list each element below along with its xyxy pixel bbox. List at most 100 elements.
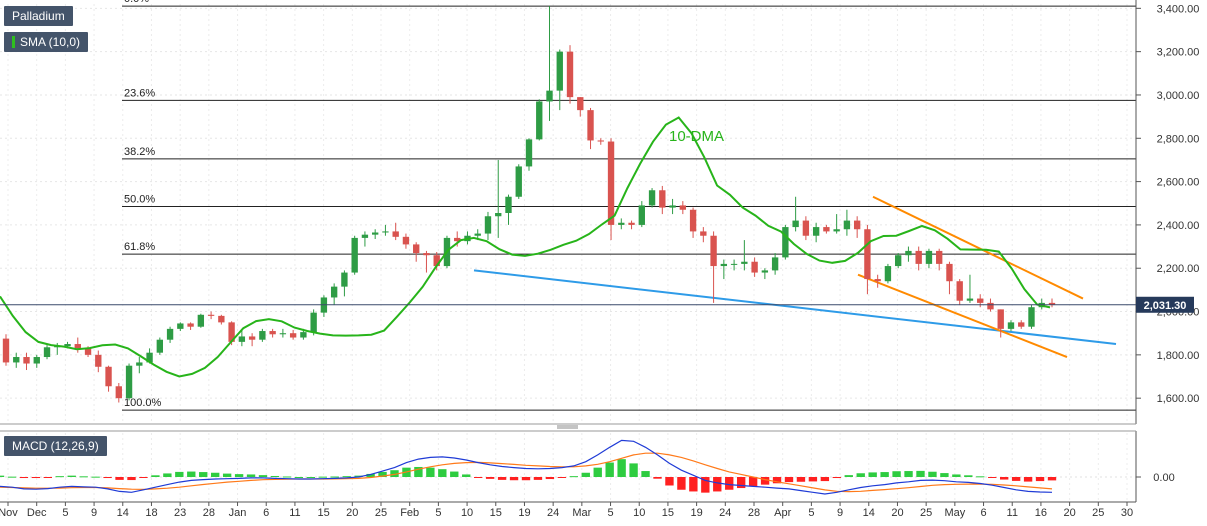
candle-body[interactable] [115, 386, 122, 399]
candle-body[interactable] [423, 253, 430, 256]
macd-histogram-bar[interactable] [820, 477, 830, 482]
candle-body[interactable] [177, 323, 184, 329]
macd-histogram-bar[interactable] [940, 473, 949, 477]
macd-histogram-bar[interactable] [521, 477, 531, 481]
macd-histogram-bar[interactable] [438, 469, 447, 477]
candle-body[interactable] [392, 231, 399, 237]
candle-body[interactable] [505, 196, 512, 213]
macd-histogram-bar[interactable] [760, 477, 770, 485]
macd-histogram-bar[interactable] [390, 470, 399, 477]
macd-line[interactable] [0, 439, 1053, 495]
macd-histogram-bar[interactable] [222, 473, 232, 477]
candle-body[interactable] [2, 338, 10, 363]
candle-body[interactable] [64, 344, 71, 347]
candle-body[interactable] [310, 312, 317, 333]
macd-histogram-bar[interactable] [713, 477, 722, 492]
candle-body[interactable] [597, 140, 604, 142]
macd-histogram-bar[interactable] [928, 471, 937, 477]
candle-body[interactable] [577, 97, 584, 111]
macd-histogram-bar[interactable] [354, 475, 363, 477]
macd-histogram-bar[interactable] [258, 475, 268, 477]
trendline-channel-lower[interactable] [857, 273, 1068, 358]
candle-body[interactable] [925, 250, 933, 264]
macd-histogram-bar[interactable] [689, 477, 698, 492]
candle-body[interactable] [484, 216, 492, 234]
candle-body[interactable] [105, 366, 112, 387]
macd-histogram-bar[interactable] [19, 477, 29, 479]
macd-histogram-bar[interactable] [246, 474, 256, 477]
macd-histogram-bar[interactable] [832, 477, 842, 479]
macd-histogram-bar[interactable] [796, 477, 806, 482]
macd-histogram-bar[interactable] [545, 477, 555, 480]
macd-histogram-bar[interactable] [617, 459, 626, 477]
candle-body[interactable] [628, 222, 635, 225]
candle-body[interactable] [1018, 322, 1025, 327]
macd-histogram-bar[interactable] [581, 472, 590, 477]
candle-body[interactable] [289, 333, 297, 338]
macd-histogram-bar[interactable] [175, 471, 184, 477]
candle-body[interactable] [515, 166, 522, 197]
candle-body[interactable] [474, 233, 481, 236]
macd-histogram-bar[interactable] [115, 477, 124, 480]
candle-body[interactable] [833, 229, 840, 232]
candle-body[interactable] [679, 205, 687, 210]
candle-body[interactable] [741, 261, 748, 264]
instrument-label[interactable]: Palladium [4, 6, 73, 26]
macd-histogram-bar[interactable] [103, 477, 112, 479]
candle-body[interactable] [95, 354, 102, 367]
macd-histogram-bar[interactable] [282, 476, 292, 478]
macd-histogram-bar[interactable] [701, 477, 710, 493]
candle-body[interactable] [659, 190, 666, 208]
candle-body[interactable] [371, 232, 379, 235]
candle-body[interactable] [238, 336, 246, 342]
candle-body[interactable] [730, 263, 738, 265]
candle-body[interactable] [987, 302, 994, 310]
macd-histogram-bar[interactable] [1011, 477, 1021, 481]
candle-body[interactable] [648, 190, 656, 206]
candle-body[interactable] [23, 357, 30, 364]
candle-body[interactable] [187, 323, 194, 327]
candle-body[interactable] [382, 231, 389, 233]
macd-histogram-bar[interactable] [473, 477, 483, 478]
macd-legend[interactable]: MACD (12,26,9) [4, 436, 107, 456]
macd-histogram-bar[interactable] [139, 477, 148, 478]
macd-histogram-bar[interactable] [1047, 477, 1057, 481]
candle-body[interactable] [751, 261, 758, 273]
macd-histogram-bar[interactable] [784, 477, 794, 483]
macd-histogram-bar[interactable] [366, 473, 375, 477]
candle-body[interactable] [556, 51, 563, 91]
candle-body[interactable] [1007, 322, 1015, 329]
macd-histogram-bar[interactable] [868, 472, 877, 477]
candle-body[interactable] [843, 220, 851, 230]
candle-body[interactable] [13, 357, 20, 363]
macd-histogram-bar[interactable] [1035, 477, 1045, 482]
macd-histogram-bar[interactable] [999, 477, 1009, 480]
macd-histogram-bar[interactable] [270, 475, 280, 477]
macd-histogram-bar[interactable] [43, 477, 53, 478]
macd-histogram-bar[interactable] [533, 477, 543, 480]
macd-histogram-bar[interactable] [772, 477, 782, 484]
candle-body[interactable] [977, 298, 984, 303]
candle-body[interactable] [966, 298, 974, 301]
macd-histogram-bar[interactable] [892, 471, 901, 477]
candle-body[interactable] [330, 286, 338, 298]
macd-histogram-bar[interactable] [808, 477, 818, 482]
macd-histogram-bar[interactable] [880, 472, 889, 477]
candle-body[interactable] [905, 250, 912, 256]
candle-body[interactable] [197, 314, 205, 327]
candle-body[interactable] [351, 237, 358, 273]
macd-histogram-bar[interactable] [629, 463, 638, 477]
macd-histogram-bar[interactable] [952, 474, 961, 477]
candle-body[interactable] [546, 90, 553, 102]
macd-histogram-bar[interactable] [31, 477, 41, 479]
candle-body[interactable] [853, 220, 861, 230]
macd-histogram-bar[interactable] [55, 476, 64, 478]
macd-histogram-bar[interactable] [916, 470, 925, 477]
candle-body[interactable] [638, 205, 645, 225]
macd-histogram-bar[interactable] [904, 471, 913, 477]
macd-histogram-bar[interactable] [318, 476, 327, 478]
candle-body[interactable] [782, 227, 789, 258]
macd-histogram-bar[interactable] [665, 477, 674, 486]
candle-body[interactable] [228, 322, 235, 342]
macd-histogram-bar[interactable] [736, 477, 746, 489]
